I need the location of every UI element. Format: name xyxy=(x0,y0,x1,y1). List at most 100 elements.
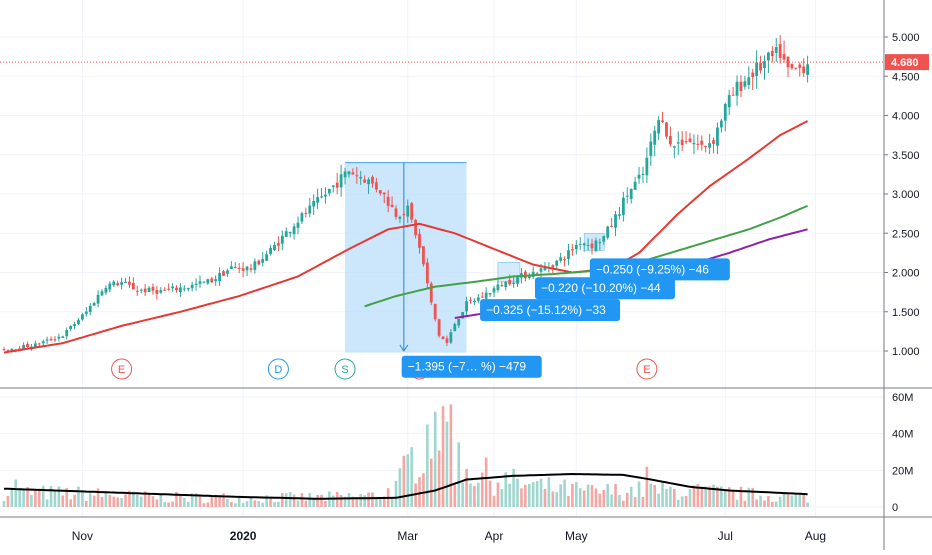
candle-body xyxy=(610,225,613,227)
volume-bar xyxy=(167,502,170,507)
candle-body xyxy=(116,283,120,286)
candle-body xyxy=(563,259,566,261)
candle-body xyxy=(77,320,80,325)
volume-bar xyxy=(37,489,41,507)
volume-bar xyxy=(249,496,253,507)
price-tick-label: 4.000 xyxy=(892,111,920,123)
candle-body xyxy=(727,95,731,108)
volume-bar xyxy=(771,501,774,507)
volume-bar xyxy=(367,492,370,507)
volume-bar xyxy=(343,496,347,507)
volume-bar xyxy=(379,498,382,507)
candle-body xyxy=(692,142,696,145)
volume-bar xyxy=(524,484,527,507)
candle-body xyxy=(461,312,465,319)
candle-body xyxy=(6,349,10,351)
candle-body xyxy=(465,301,468,312)
volume-bar xyxy=(426,424,429,507)
candle-body xyxy=(120,282,123,285)
candle-body xyxy=(457,319,461,326)
candle-body xyxy=(253,261,257,270)
candle-body xyxy=(402,214,406,216)
volume-bar xyxy=(418,477,421,507)
volume-bar xyxy=(500,488,504,507)
event-marker-circle xyxy=(334,358,356,380)
volume-bar xyxy=(492,495,496,507)
x-tick-label: May xyxy=(565,529,588,543)
volume-bar xyxy=(422,473,425,507)
candle-body xyxy=(559,257,563,261)
candle-body xyxy=(331,185,335,188)
candle-body xyxy=(614,214,617,228)
volume-bar xyxy=(155,499,159,507)
candle-body xyxy=(802,66,806,74)
candle-body xyxy=(410,203,414,220)
volume-bar xyxy=(151,496,155,507)
candle-body xyxy=(433,303,437,320)
volume-bar xyxy=(273,502,276,507)
candle-body xyxy=(763,61,766,69)
candle-body xyxy=(496,284,500,291)
candle-body xyxy=(233,267,237,269)
candle-body xyxy=(735,81,739,96)
volume-bar xyxy=(806,502,809,507)
volume-average-line xyxy=(3,472,808,500)
candle-body xyxy=(363,179,367,183)
volume-bar xyxy=(34,489,37,507)
candle-body xyxy=(492,288,496,293)
volume-bar xyxy=(202,503,206,507)
candle-body xyxy=(179,287,182,293)
candle-body xyxy=(108,283,112,290)
measure-box xyxy=(583,233,605,251)
volume-bar xyxy=(65,487,69,507)
volume-bar xyxy=(477,482,480,507)
volume-bar xyxy=(135,494,139,507)
volume-bar xyxy=(449,404,453,507)
candle-body xyxy=(131,282,135,290)
volume-bar xyxy=(437,450,441,507)
volume-bar xyxy=(469,483,472,507)
candle-body xyxy=(484,292,488,299)
candle-body xyxy=(210,278,214,283)
candle-body xyxy=(57,336,61,339)
volume-bar xyxy=(763,500,766,507)
volume-bar xyxy=(194,493,198,507)
volume-bar xyxy=(2,501,6,507)
volume-bar xyxy=(171,501,174,507)
candle-body xyxy=(81,314,84,320)
volume-bar xyxy=(727,487,731,507)
volume-bar xyxy=(527,483,531,507)
candle-body xyxy=(778,44,782,58)
measure-range-rect xyxy=(345,162,467,353)
price-tick-label: 3.000 xyxy=(892,189,920,201)
volume-bar xyxy=(320,494,323,507)
candle-body xyxy=(327,188,331,194)
candle-body xyxy=(41,341,45,344)
candle-body xyxy=(304,212,308,214)
candle-body xyxy=(139,289,143,291)
volume-bar xyxy=(590,485,594,507)
candle-body xyxy=(578,243,582,245)
candle-body xyxy=(194,283,198,285)
measure-label-box xyxy=(480,299,621,322)
candle-body xyxy=(594,240,598,251)
volume-bar xyxy=(10,488,14,507)
candle-body xyxy=(500,285,504,287)
candle-body xyxy=(712,140,715,144)
volume-bar xyxy=(175,491,178,507)
volume-bar xyxy=(183,498,186,507)
volume-bar xyxy=(57,486,61,507)
volume-bar xyxy=(661,481,664,507)
event-marker-circle xyxy=(636,358,658,380)
price-tick-label: 3.500 xyxy=(892,150,920,162)
measure-label-text: −1.395 (−7… %) −479 xyxy=(408,360,527,374)
candle-body xyxy=(437,319,441,336)
volume-bar xyxy=(602,489,606,507)
volume-bar xyxy=(375,498,378,507)
candle-body xyxy=(33,343,37,348)
volume-bar xyxy=(222,493,225,507)
volume-bar xyxy=(284,493,288,507)
volume-bar xyxy=(159,494,163,507)
volume-bar xyxy=(786,494,790,507)
candle-body xyxy=(747,77,751,86)
